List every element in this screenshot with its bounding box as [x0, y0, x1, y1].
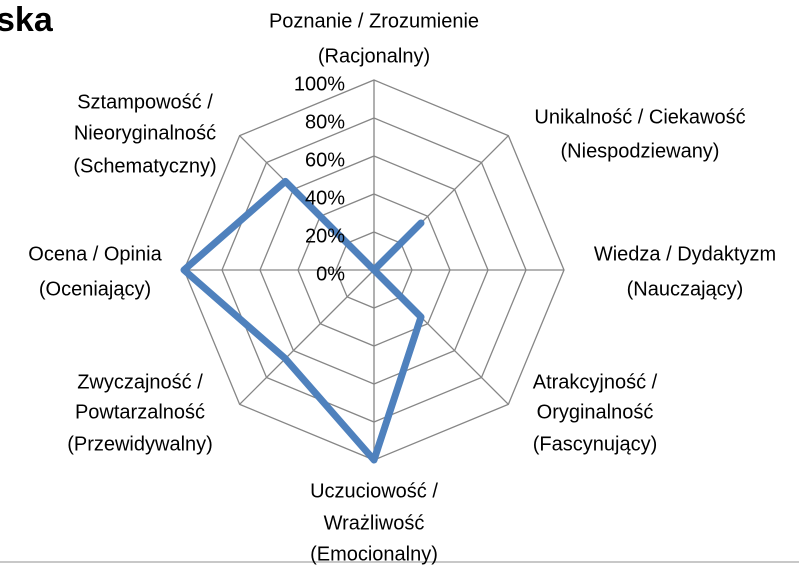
- category-label: (Oceniający): [39, 278, 151, 300]
- y-tick-label: 0%: [316, 263, 345, 285]
- category-label: (Fascynujący): [533, 433, 657, 455]
- category-label: (Emocionalny): [310, 543, 438, 565]
- category-label: Wrażliwość: [324, 512, 425, 534]
- category-label: Atrakcyjność /: [533, 371, 658, 393]
- category-label: (Przewidywalny): [67, 433, 213, 455]
- category-label: (Schematyczny): [73, 155, 216, 177]
- series-line: [180, 177, 425, 464]
- y-tick-label: 40%: [305, 187, 345, 209]
- category-label: Unikalność / Ciekawość: [534, 106, 745, 128]
- category-label: Uczuciowość /: [310, 480, 438, 502]
- category-label: Poznanie / Zrozumienie: [269, 10, 479, 32]
- category-label: (Niespodziewany): [561, 140, 720, 162]
- category-label: Nieoryginalność: [74, 122, 216, 144]
- y-tick-label: 60%: [305, 149, 345, 171]
- y-tick-label: 100%: [294, 73, 345, 95]
- chart-title: ska: [0, 1, 54, 39]
- category-label: Oryginalność: [537, 401, 654, 423]
- category-label: (Nauczający): [627, 278, 744, 300]
- category-label: Powtarzalność: [75, 401, 205, 423]
- spoke: [239, 269, 375, 405]
- y-tick-label: 20%: [305, 225, 345, 247]
- category-label: Ocena / Opinia: [28, 243, 162, 265]
- category-label: Zwyczajność /: [77, 371, 203, 393]
- y-tick-label: 80%: [305, 111, 345, 133]
- category-label: Wiedza / Dydaktyzm: [594, 243, 776, 265]
- category-label: (Racjonalny): [318, 45, 430, 67]
- category-label: Sztampowość /: [77, 91, 213, 113]
